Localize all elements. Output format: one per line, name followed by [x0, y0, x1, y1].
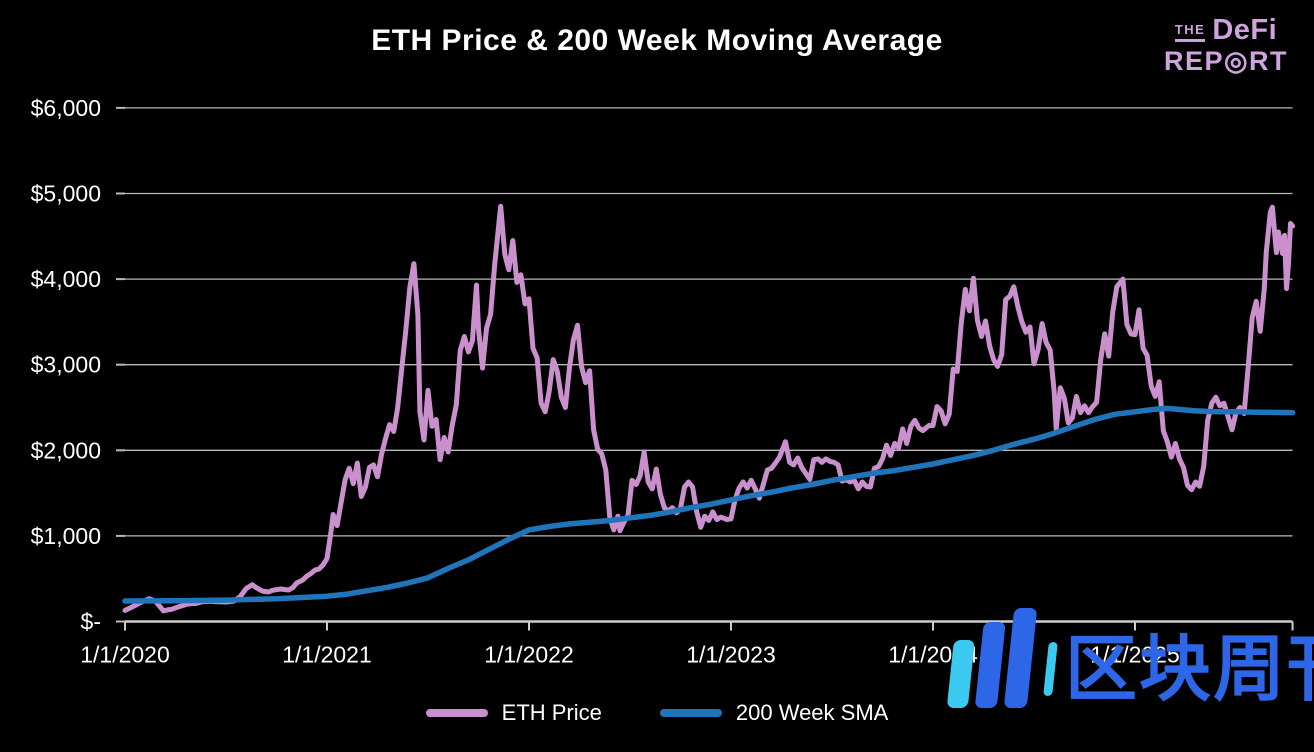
y-tick-label: $6,000 — [31, 95, 101, 121]
x-tick-label: 1/1/2023 — [686, 642, 776, 668]
x-tick-label: 1/1/2021 — [282, 642, 372, 668]
defi-report-logo: THE DeFi REP◎RT — [1156, 16, 1296, 75]
block-weekly-watermark: 区块周刊 — [946, 608, 1314, 711]
x-tick-label: 1/1/2020 — [80, 642, 170, 668]
logo-line1: THE DeFi — [1156, 16, 1296, 45]
logo-report-label: REP◎RT — [1163, 46, 1289, 76]
logo-the-label: THE — [1174, 23, 1206, 42]
watermark-bar-blue-2 — [1003, 608, 1038, 708]
eth-price-line — [122, 203, 1296, 614]
watermark-bars-icon — [946, 608, 1038, 708]
y-tick-label: $4,000 — [31, 266, 101, 292]
sma-line — [122, 405, 1296, 604]
watermark-text: 区块周刊 — [1065, 630, 1314, 711]
watermark-accent-bar — [1043, 642, 1058, 696]
x-tick-label: 1/1/2022 — [484, 642, 574, 668]
y-tick-label: $2,000 — [31, 437, 101, 463]
y-tick-label: $1,000 — [31, 523, 101, 549]
y-tick-label: $3,000 — [31, 352, 101, 378]
legend-item-eth-price: ETH Price — [425, 700, 602, 726]
x-tick-label: 1/1/2025 — [1090, 642, 1180, 668]
legend-label-200-week-sma: 200 Week SMA — [735, 700, 889, 725]
eth-price-line-swatch — [425, 709, 488, 717]
chart-legend: ETH Price 200 Week SMA — [0, 700, 1314, 726]
y-tick-label: $- — [81, 609, 101, 635]
sma-line-swatch — [659, 709, 722, 717]
logo-defi-label: DeFi — [1212, 14, 1278, 46]
watermark-bar-blue-1 — [974, 622, 1006, 708]
legend-item-200-week-sma: 200 Week SMA — [659, 700, 889, 726]
y-tick-label: $5,000 — [31, 181, 101, 207]
legend-label-eth-price: ETH Price — [501, 700, 602, 725]
page-title: ETH Price & 200 Week Moving Average — [371, 24, 943, 57]
